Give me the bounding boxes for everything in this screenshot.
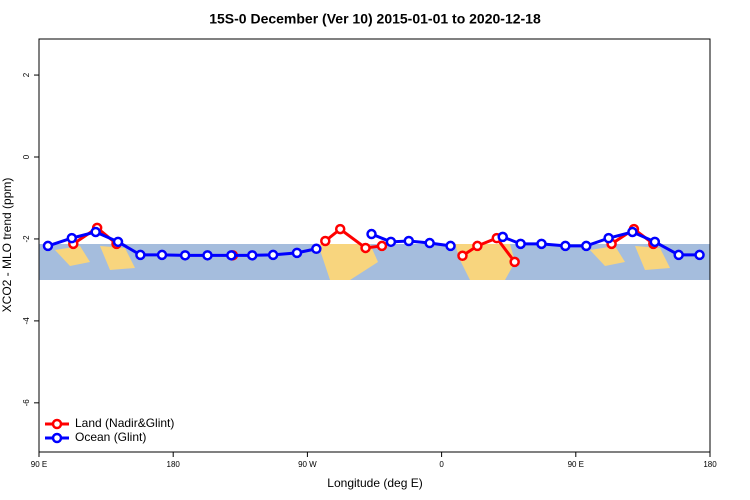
legend-marker — [51, 418, 63, 430]
point — [694, 249, 705, 261]
point — [66, 232, 78, 244]
point — [424, 237, 435, 249]
land-shape — [590, 246, 670, 270]
point — [291, 247, 303, 259]
point — [603, 232, 614, 244]
point — [42, 240, 54, 252]
x-tick-label: 180 — [703, 460, 717, 469]
y-tick-label: 2 — [22, 72, 31, 77]
point — [202, 250, 213, 261]
point — [472, 240, 483, 252]
point — [403, 235, 415, 247]
point — [649, 236, 661, 248]
land-shape — [318, 244, 378, 280]
point — [156, 249, 168, 261]
point — [536, 238, 547, 250]
point — [580, 240, 592, 252]
x-tick-label: 180 — [167, 460, 181, 469]
plot-frame — [38, 38, 711, 453]
point — [112, 236, 124, 248]
point — [179, 250, 191, 261]
point — [311, 243, 322, 255]
point — [497, 231, 508, 243]
legend-marker — [51, 432, 63, 444]
y-tick-label: 0 — [22, 154, 31, 159]
x-tick-label: 90 E — [31, 460, 47, 469]
point — [445, 240, 456, 252]
x-tick-label: 90 E — [568, 460, 584, 469]
point — [673, 249, 684, 261]
point — [560, 240, 571, 252]
point — [385, 236, 397, 248]
y-tick-label: -2 — [22, 235, 31, 243]
x-tick-label: 90 W — [298, 460, 317, 469]
legend-label: Land (Nadir&Glint) — [75, 416, 174, 430]
point — [135, 249, 146, 261]
y-tick-label: -4 — [22, 317, 31, 325]
point — [627, 226, 638, 238]
point — [246, 250, 258, 261]
point — [267, 249, 279, 261]
legend-label: Ocean (Glint) — [75, 430, 146, 444]
y-axis-label: XCO2 - MLO trend (ppm) — [0, 178, 14, 313]
land-shape — [455, 244, 515, 280]
x-axis-label: Longitude (deg E) — [327, 476, 422, 490]
map-band — [39, 244, 710, 280]
land-shape — [55, 246, 135, 270]
point — [334, 223, 346, 235]
point — [226, 250, 237, 261]
point — [515, 238, 526, 250]
point — [366, 228, 377, 240]
point — [509, 256, 520, 268]
point — [90, 226, 101, 238]
point — [376, 240, 388, 252]
point — [320, 235, 331, 247]
point — [457, 250, 468, 261]
chart-title: 15S-0 December (Ver 10) 2015-01-01 to 20… — [209, 11, 541, 27]
x-tick-label: 0 — [439, 460, 444, 469]
point — [360, 242, 371, 254]
y-tick-label: -6 — [22, 399, 31, 407]
